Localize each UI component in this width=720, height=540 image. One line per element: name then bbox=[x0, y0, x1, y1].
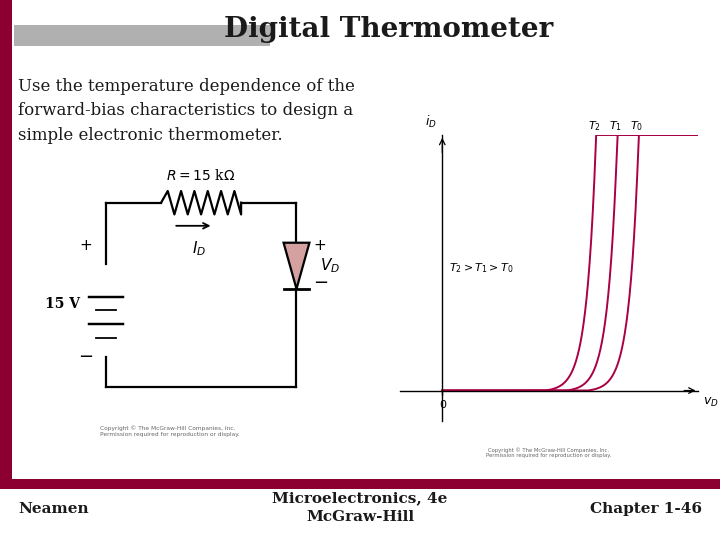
Text: $V_D$: $V_D$ bbox=[320, 256, 340, 275]
Text: −: − bbox=[78, 348, 93, 366]
Text: $R = 15$ k$\Omega$: $R = 15$ k$\Omega$ bbox=[166, 167, 235, 183]
Text: $T_1$: $T_1$ bbox=[609, 119, 622, 133]
Text: 15 V: 15 V bbox=[45, 298, 80, 311]
Text: Chapter 1-46: Chapter 1-46 bbox=[590, 502, 702, 516]
Text: Copyright © The McGraw-Hill Companies, Inc.
Permission required for reproduction: Copyright © The McGraw-Hill Companies, I… bbox=[487, 447, 611, 458]
Text: $v_D$: $v_D$ bbox=[703, 396, 719, 409]
Text: Copyright © The McGraw-Hill Companies, Inc.
Permission required for reproduction: Copyright © The McGraw-Hill Companies, I… bbox=[99, 425, 239, 437]
Text: $T_0$: $T_0$ bbox=[630, 119, 644, 133]
Text: +: + bbox=[313, 238, 326, 253]
Text: Digital Thermometer: Digital Thermometer bbox=[224, 16, 554, 43]
Text: $T_2 > T_1 > T_0$: $T_2 > T_1 > T_0$ bbox=[449, 261, 513, 275]
Text: $T_2$: $T_2$ bbox=[588, 119, 600, 133]
Text: +: + bbox=[79, 238, 92, 253]
Text: $I_D$: $I_D$ bbox=[192, 240, 207, 258]
Text: Neamen: Neamen bbox=[18, 502, 89, 516]
Polygon shape bbox=[284, 243, 310, 289]
Text: −: − bbox=[313, 274, 328, 292]
Text: Use the temperature dependence of the
forward-bias characteristics to design a
s: Use the temperature dependence of the fo… bbox=[18, 78, 355, 144]
Text: $i_D$: $i_D$ bbox=[425, 114, 436, 130]
Text: Microelectronics, 4e
McGraw-Hill: Microelectronics, 4e McGraw-Hill bbox=[272, 492, 448, 523]
